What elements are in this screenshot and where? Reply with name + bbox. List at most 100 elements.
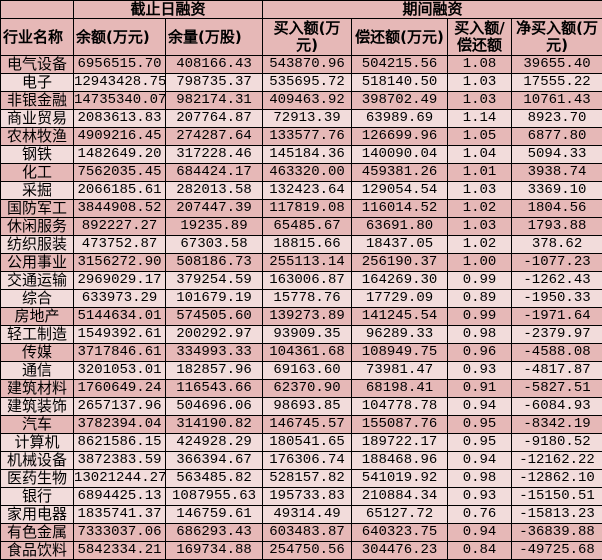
- cell-industry-name: 有色金属: [1, 524, 74, 542]
- cell-buy-repay-ratio: 1.08: [448, 56, 512, 74]
- cell-balance: 7562035.45: [74, 164, 166, 182]
- cell-repay-amount: 210884.34: [352, 488, 448, 506]
- cell-industry-name: 汽车: [1, 416, 74, 434]
- cell-repay-amount: 73981.47: [352, 362, 448, 380]
- cell-buy-repay-ratio: 0.99: [448, 272, 512, 290]
- cell-volume: 274287.64: [166, 128, 263, 146]
- cell-volume: 379254.59: [166, 272, 263, 290]
- cell-repay-amount: 68198.41: [352, 380, 448, 398]
- cell-buy-repay-ratio: 0.95: [448, 416, 512, 434]
- cell-buy-repay-ratio: 1.02: [448, 236, 512, 254]
- cell-balance: 3782394.04: [74, 416, 166, 434]
- col-header-industry: 行业名称: [1, 19, 74, 56]
- cell-buy-repay-ratio: 0.95: [448, 434, 512, 452]
- cell-industry-name: 纺织服装: [1, 236, 74, 254]
- cell-buy-amount: 255113.14: [263, 254, 352, 272]
- cell-net-buy: -9180.52: [512, 434, 602, 452]
- cell-net-buy: -49725.68: [512, 542, 602, 560]
- cell-buy-amount: 69163.60: [263, 362, 352, 380]
- cell-repay-amount: 141245.54: [352, 308, 448, 326]
- cell-volume: 686293.43: [166, 524, 263, 542]
- cell-net-buy: -6084.93: [512, 398, 602, 416]
- cell-repay-amount: 126699.96: [352, 128, 448, 146]
- cell-buy-repay-ratio: 0.93: [448, 488, 512, 506]
- cell-repay-amount: 116014.52: [352, 200, 448, 218]
- cell-net-buy: -4588.08: [512, 344, 602, 362]
- cell-buy-repay-ratio: 1.03: [448, 74, 512, 92]
- cell-industry-name: 休闲服务: [1, 218, 74, 236]
- cell-repay-amount: 65127.72: [352, 506, 448, 524]
- cell-volume: 366394.67: [166, 452, 263, 470]
- cell-buy-repay-ratio: 0.98: [448, 470, 512, 488]
- cell-net-buy: 3938.74: [512, 164, 602, 182]
- cell-balance: 2066185.61: [74, 182, 166, 200]
- cell-industry-name: 房地产: [1, 308, 74, 326]
- cell-volume: 19235.89: [166, 218, 263, 236]
- cell-buy-repay-ratio: 0.93: [448, 362, 512, 380]
- cell-volume: 684424.17: [166, 164, 263, 182]
- cell-repay-amount: 164269.30: [352, 272, 448, 290]
- cell-buy-repay-ratio: 0.94: [448, 398, 512, 416]
- cell-net-buy: -15813.23: [512, 506, 602, 524]
- cell-balance: 5842334.21: [74, 542, 166, 560]
- cell-buy-repay-ratio: 1.03: [448, 92, 512, 110]
- cell-balance: 473752.87: [74, 236, 166, 254]
- cell-net-buy: -36839.88: [512, 524, 602, 542]
- cell-balance: 1760649.24: [74, 380, 166, 398]
- cell-volume: 146759.61: [166, 506, 263, 524]
- cell-buy-repay-ratio: 0.99: [448, 308, 512, 326]
- cell-balance: 5144634.01: [74, 308, 166, 326]
- cell-volume: 563485.82: [166, 470, 263, 488]
- cell-repay-amount: 18437.05: [352, 236, 448, 254]
- cell-balance: 2657137.96: [74, 398, 166, 416]
- cell-net-buy: 6877.80: [512, 128, 602, 146]
- cell-buy-repay-ratio: 1.04: [448, 146, 512, 164]
- cell-volume: 200292.97: [166, 326, 263, 344]
- cell-volume: 574505.60: [166, 308, 263, 326]
- cell-buy-amount: 543870.96: [263, 56, 352, 74]
- cell-industry-name: 轻工制造: [1, 326, 74, 344]
- cell-industry-name: 综合: [1, 290, 74, 308]
- cell-net-buy: 8923.70: [512, 110, 602, 128]
- cell-buy-repay-ratio: 0.98: [448, 326, 512, 344]
- cell-volume: 1087955.63: [166, 488, 263, 506]
- cell-balance: 7333037.06: [74, 524, 166, 542]
- col-header-repay: 偿还额(万元): [352, 19, 448, 56]
- cell-balance: 3201053.01: [74, 362, 166, 380]
- cell-repay-amount: 256190.37: [352, 254, 448, 272]
- cell-balance: 6894425.13: [74, 488, 166, 506]
- cell-industry-name: 传媒: [1, 344, 74, 362]
- cell-repay-amount: 63989.69: [352, 110, 448, 128]
- cell-balance: 4909216.45: [74, 128, 166, 146]
- cell-net-buy: -5827.51: [512, 380, 602, 398]
- cell-buy-amount: 409463.92: [263, 92, 352, 110]
- cell-buy-amount: 139273.89: [263, 308, 352, 326]
- cell-volume: 101679.19: [166, 290, 263, 308]
- cell-buy-amount: 15778.76: [263, 290, 352, 308]
- cell-industry-name: 化工: [1, 164, 74, 182]
- cell-net-buy: -15150.51: [512, 488, 602, 506]
- cell-industry-name: 食品饮料: [1, 542, 74, 560]
- column-header-row: 行业名称 余额(万元) 余量(万股) 买入额(万元) 偿还额(万元) 买入额/偿…: [1, 19, 602, 56]
- cell-volume: 116543.66: [166, 380, 263, 398]
- cell-repay-amount: 640323.75: [352, 524, 448, 542]
- group-header-row: 截止日融资 期间融资: [1, 1, 602, 19]
- cell-net-buy: -4817.87: [512, 362, 602, 380]
- cell-industry-name: 建筑材料: [1, 380, 74, 398]
- cell-industry-name: 通信: [1, 362, 74, 380]
- cell-repay-amount: 17729.09: [352, 290, 448, 308]
